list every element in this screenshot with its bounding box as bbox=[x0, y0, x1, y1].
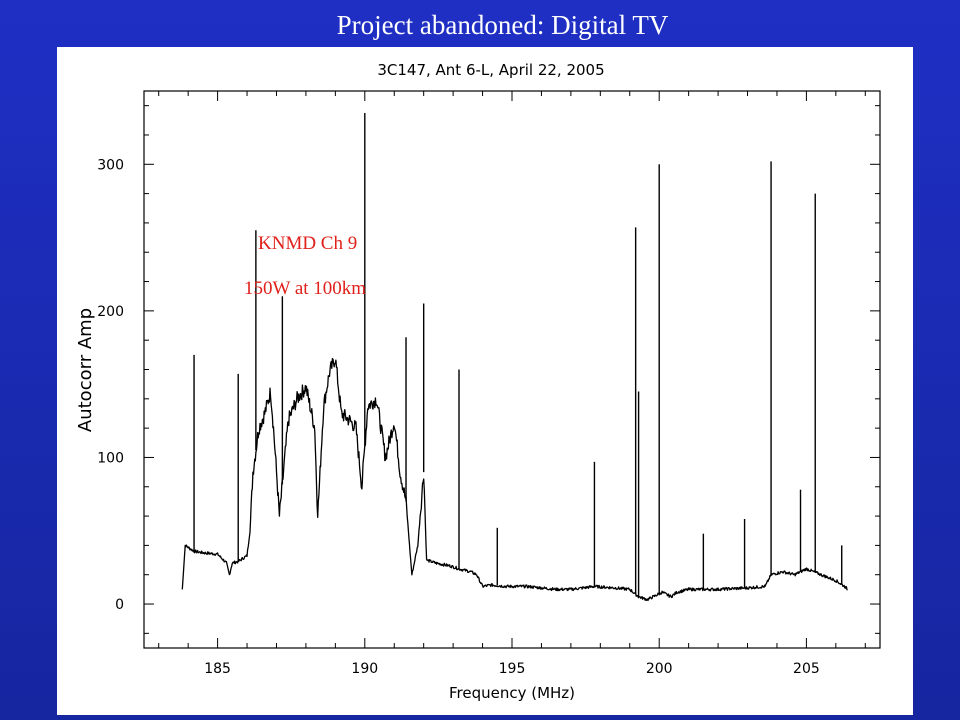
chart-title: 3C147, Ant 6-L, April 22, 2005 bbox=[377, 61, 604, 79]
axis-tick-labels: 185 190 195 200 205 0 100 200 300 bbox=[97, 157, 820, 677]
y-tick-label-300: 300 bbox=[97, 157, 124, 173]
x-tick-label-185: 185 bbox=[204, 661, 231, 677]
axes-box bbox=[143, 90, 881, 649]
spectrum-chart: 3C147, Ant 6-L, April 22, 2005 185 190 195… bbox=[75, 61, 881, 702]
axis-ticks bbox=[144, 91, 880, 648]
y-tick-label-100: 100 bbox=[97, 450, 124, 466]
annotation-power: 150W at 100km bbox=[244, 278, 367, 299]
spike-layer bbox=[193, 112, 843, 597]
plot-frame: 3C147, Ant 6-L, April 22, 2005 185 190 195… bbox=[57, 47, 913, 715]
x-tick-label-195: 195 bbox=[499, 661, 526, 677]
y-tick-label-0: 0 bbox=[115, 597, 124, 613]
slide-title: Project abandoned: Digital TV bbox=[336, 10, 669, 40]
x-tick-label-200: 200 bbox=[646, 661, 673, 677]
series-line-autocorr bbox=[181, 357, 848, 602]
series-layer bbox=[181, 357, 848, 602]
x-axis-label: Frequency (MHz) bbox=[449, 684, 575, 702]
annotation-station: KNMD Ch 9 bbox=[258, 233, 358, 254]
y-axis-label: Autocorr Amp bbox=[75, 308, 96, 432]
x-tick-label-190: 190 bbox=[351, 661, 378, 677]
y-tick-label-200: 200 bbox=[97, 304, 124, 320]
x-tick-label-205: 205 bbox=[793, 661, 820, 677]
